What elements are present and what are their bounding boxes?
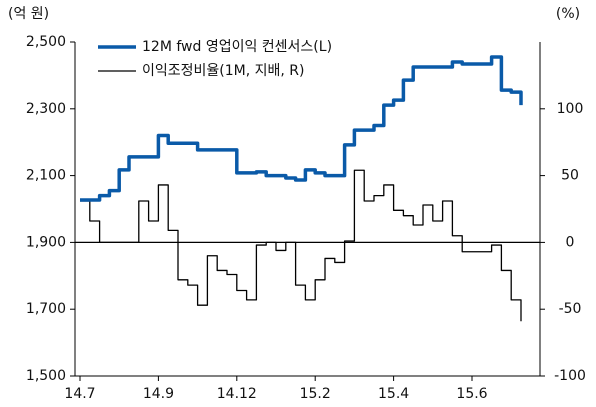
x-tick-label: 14.7	[64, 386, 95, 402]
y2-tick-label: 100	[557, 101, 584, 117]
y-axis-label: (억 원)	[8, 6, 49, 22]
x-tick-label: 14.9	[143, 386, 174, 402]
y2-axis-label: (%)	[556, 6, 580, 22]
y-tick-label: 2,300	[26, 101, 66, 117]
x-tick-label: 15.4	[378, 386, 409, 402]
y-tick-label: 1,700	[26, 301, 66, 317]
x-tick-label: 15.6	[456, 386, 487, 402]
y2-tick-label: 0	[566, 234, 575, 250]
y2-tick-label: -50	[559, 301, 582, 317]
x-tick-label: 15.2	[300, 386, 331, 402]
y-tick-label: 2,100	[26, 168, 66, 184]
y-tick-label: 1,500	[26, 368, 66, 384]
y-tick-label: 1,900	[26, 234, 66, 250]
series-line	[80, 55, 523, 202]
legend-label: 12M fwd 영업이익 컨센서스(L)	[142, 39, 332, 55]
series-line	[80, 169, 522, 322]
y2-tick-label: 50	[561, 168, 579, 184]
x-tick-label: 14.12	[217, 386, 257, 402]
y2-tick-label: -100	[554, 368, 586, 384]
y-tick-label: 2,500	[26, 34, 66, 50]
legend-label: 이익조정비율(1M, 지배, R)	[142, 63, 304, 79]
